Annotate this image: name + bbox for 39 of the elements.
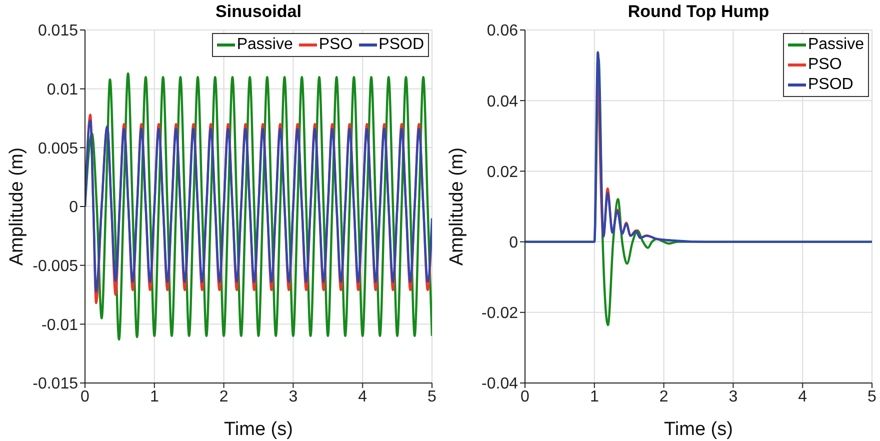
y-tick-label: -0.015 [32, 376, 78, 393]
y-tick-label: 0 [69, 199, 78, 216]
x-tick-label: 4 [798, 388, 808, 406]
y-tick-label: -0.01 [42, 316, 78, 334]
legend-label: PSOD [808, 75, 854, 95]
y-tick-label: -0.005 [32, 258, 78, 276]
y-tick-label: 0.06 [486, 22, 518, 40]
legend-label: PSOD [378, 35, 424, 55]
x-axis-title: Time (s) [664, 419, 733, 440]
y-tick-label: 0.02 [486, 164, 518, 181]
y-tick-label: 0 [509, 234, 518, 252]
y-tick-label: 0.015 [38, 22, 78, 40]
legend-label: PSO [318, 35, 353, 55]
x-tick-label: 5 [868, 388, 877, 406]
y-tick-label: 0.01 [46, 82, 78, 99]
x-tick-label: 0 [80, 388, 90, 406]
legend-label: PSO [808, 55, 842, 75]
x-tick-label: 1 [590, 388, 599, 406]
y-axis-title: Amplitude (m) [446, 147, 468, 266]
x-tick-label: 2 [659, 388, 668, 406]
legend-label: Passive [808, 35, 864, 55]
y-tick-label: 0.04 [486, 93, 518, 110]
x-tick-label: 3 [288, 388, 298, 406]
y-tick-label: -0.04 [482, 376, 518, 393]
x-tick-label: 5 [428, 388, 437, 406]
y-tick-label: -0.02 [482, 305, 518, 322]
x-tick-label: 0 [520, 388, 530, 406]
legend-label: Passive [236, 35, 293, 55]
y-axis-title: Amplitude (m) [6, 147, 28, 266]
x-tick-label: 3 [728, 388, 738, 406]
x-tick-label: 2 [219, 388, 228, 406]
chart-title: Round Top Hump [626, 1, 770, 21]
y-tick-label: 0.005 [38, 140, 78, 158]
x-tick-label: 4 [358, 388, 368, 406]
x-tick-label: 1 [150, 388, 159, 406]
line-series [525, 51, 872, 243]
x-axis-title: Time (s) [224, 419, 293, 440]
chart-title: Sinusoidal [214, 1, 302, 21]
line-series [85, 72, 432, 341]
